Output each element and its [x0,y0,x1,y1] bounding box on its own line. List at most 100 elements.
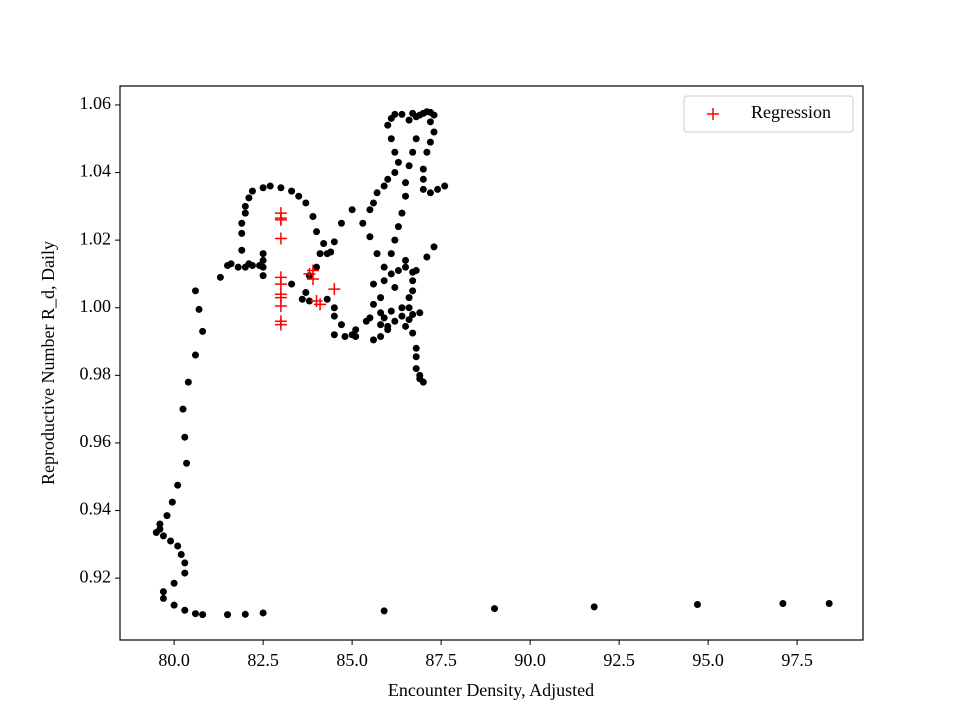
dot-marker [426,189,434,197]
dot-marker [238,229,246,237]
dot-marker [405,304,413,312]
dot-marker [248,187,256,195]
dot-marker [426,118,434,126]
dot-marker [245,194,253,202]
dot-marker [398,304,406,312]
dot-marker [238,246,246,254]
x-tick-label: 87.5 [425,650,457,670]
dot-marker [391,110,399,118]
plus-marker [303,267,316,280]
dot-marker [159,532,167,540]
dot-marker [320,240,328,248]
dot-marker [491,605,499,613]
plus-marker [274,300,287,313]
dot-marker [693,601,701,609]
x-tick-label: 90.0 [514,650,546,670]
dot-marker [380,277,388,285]
plus-marker [328,283,341,296]
dot-marker [259,263,267,271]
y-tick-label: 0.92 [80,566,112,586]
dot-marker [779,599,787,607]
y-tick-label: 1.04 [80,161,112,181]
x-tick-label: 92.5 [603,650,635,670]
dot-marker [174,542,182,550]
plus-marker [274,318,287,331]
dot-marker [409,287,417,295]
dot-marker [177,550,185,558]
dot-marker [259,609,267,617]
dot-marker [259,250,267,258]
dot-marker [302,199,310,207]
dot-marker [309,212,317,220]
dot-marker [224,611,232,619]
x-axis-label: Encounter Density, Adjusted [388,680,594,700]
dot-marker [313,263,321,271]
dot-marker [369,280,377,288]
dot-marker [323,250,331,258]
dot-marker [181,569,189,577]
dot-marker [430,128,438,136]
dot-marker [402,192,410,200]
dot-marker [380,314,388,322]
dot-marker [423,253,431,261]
dot-marker [416,309,424,317]
dot-marker [234,263,242,271]
dot-marker [394,267,402,275]
x-tick-label: 95.0 [692,650,724,670]
dot-marker [170,579,178,587]
dot-marker [359,219,367,227]
dot-marker [337,321,345,329]
plus-marker [314,298,327,311]
dot-marker [398,110,406,118]
dot-marker [259,272,267,280]
dot-marker [159,594,167,602]
dot-marker [409,148,417,156]
y-tick-label: 0.96 [80,431,112,451]
dot-marker [409,310,417,318]
dot-marker [259,184,267,192]
dot-marker [199,611,207,619]
dot-marker [156,520,164,528]
dot-marker [377,332,385,340]
dot-marker [366,233,374,241]
dot-marker [305,297,313,305]
dot-marker [423,148,431,156]
dot-marker [330,238,338,246]
dot-marker [402,256,410,264]
dot-marker [384,175,392,183]
dot-marker [377,309,385,317]
dot-marker [387,307,395,315]
dot-marker [241,209,249,217]
dot-marker [434,185,442,193]
dot-marker [352,326,360,334]
dot-marker [377,321,385,329]
dot-marker [391,169,399,177]
dot-marker [266,182,274,190]
dot-marker [405,316,413,324]
dot-marker [156,525,164,533]
dot-marker [341,332,349,340]
dot-marker [330,312,338,320]
dot-marker [416,375,424,383]
dot-marker [430,111,438,119]
x-tick-label: 80.0 [158,650,190,670]
dot-marker [337,219,345,227]
dot-marker [184,378,192,386]
dot-marker [181,433,189,441]
dot-marker [163,512,171,520]
dot-marker [369,300,377,308]
dot-marker [369,199,377,207]
dot-marker [387,270,395,278]
legend-box [683,95,854,133]
dot-marker [167,537,175,545]
dot-marker [409,109,417,117]
y-tick-label: 1.02 [80,228,112,248]
dot-marker [384,121,392,129]
dot-marker [195,305,203,313]
dot-marker [191,287,199,295]
dot-marker [259,256,267,264]
dot-marker [377,294,385,302]
y-tick-label: 1.06 [80,93,112,113]
dot-marker [241,610,249,618]
